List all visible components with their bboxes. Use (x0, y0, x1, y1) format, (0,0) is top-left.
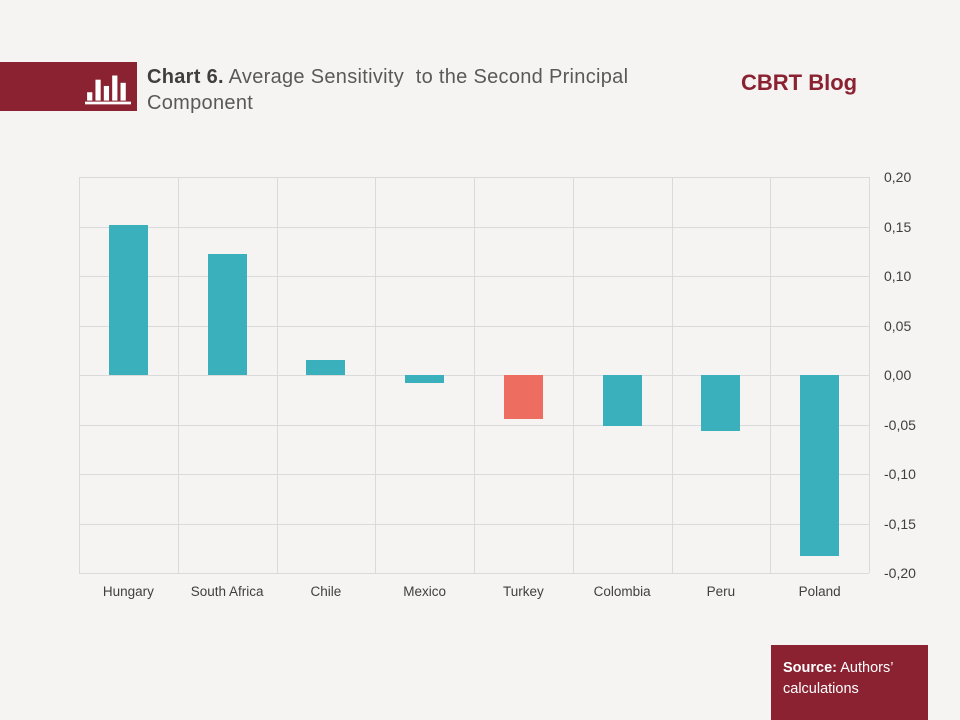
chart-title-text: Average Sensitivity to the Second Princi… (147, 66, 635, 114)
bar-hungary (108, 224, 148, 375)
bar-mexico (405, 375, 445, 383)
brand-text: CBRT Blog (741, 70, 858, 95)
brand-banner (0, 62, 137, 111)
x-tick-label-hungary: Hungary (102, 584, 154, 599)
bar-poland (800, 375, 840, 557)
chart-title: Chart 6. Average Sensitivity to the Seco… (147, 64, 687, 116)
bar-chile (306, 360, 346, 375)
gridline-vertical (79, 177, 80, 573)
gridline-vertical (572, 177, 574, 573)
gridline-vertical (276, 177, 278, 573)
gridline-vertical (671, 177, 673, 573)
gridline-vertical (177, 177, 179, 573)
source-box: Source: Authors’ calculations (771, 645, 928, 720)
x-tick-label-turkey: Turkey (502, 584, 544, 599)
y-tick-label: -0,15 (884, 515, 916, 532)
y-tick-label: 0,10 (884, 268, 912, 284)
bar-colombia (602, 375, 642, 427)
gridline-vertical (770, 177, 772, 573)
y-tick-label: -0,05 (884, 416, 916, 433)
chart-title-number: Chart 6. (147, 66, 224, 88)
gridline-horizontal (79, 573, 869, 574)
bar-south-africa (207, 254, 247, 375)
x-tick-label-poland: Poland (798, 584, 841, 599)
y-tick-label: 0,15 (884, 218, 912, 235)
y-tick-label: 0,20 (884, 169, 912, 185)
x-tick-label-chile: Chile (310, 584, 342, 599)
x-tick-label-colombia: Colombia (593, 584, 651, 599)
gridline-vertical (869, 177, 870, 573)
bar-peru (701, 375, 741, 432)
y-tick-label: -0,20 (884, 565, 916, 581)
y-tick-label: -0,10 (884, 466, 916, 482)
source-text: Authors’ calculations (783, 660, 893, 697)
gridline-vertical (375, 177, 377, 573)
x-tick-label-south-africa: South Africa (190, 584, 264, 599)
y-tick-label: 0,05 (884, 317, 912, 334)
x-tick-label-peru: Peru (706, 584, 736, 599)
plot-area (79, 177, 870, 574)
bar-turkey (503, 375, 543, 419)
bar-chart-icon (85, 75, 131, 104)
x-tick-label-mexico: Mexico (403, 584, 446, 599)
y-tick-label: 0,00 (884, 367, 912, 383)
gridline-vertical (474, 177, 475, 573)
source-label: Source: (783, 660, 837, 676)
